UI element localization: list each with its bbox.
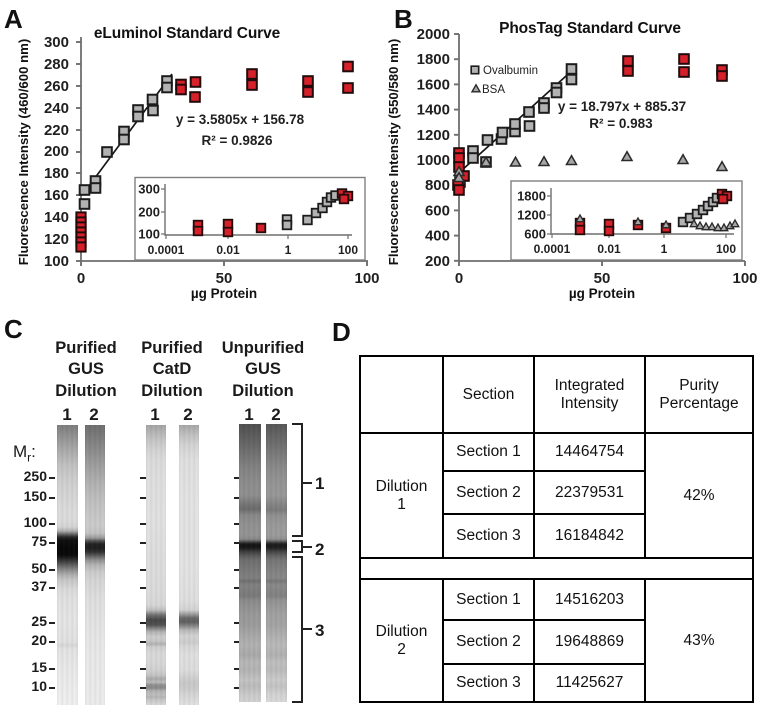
svg-text:B: B	[394, 4, 413, 34]
svg-text:R² = 0.983: R² = 0.983	[589, 116, 653, 131]
svg-text:100: 100	[732, 270, 757, 287]
svg-text:1000: 1000	[417, 152, 450, 169]
svg-text:0.01: 0.01	[216, 243, 240, 257]
svg-text:220: 220	[44, 122, 69, 139]
svg-text:120: 120	[44, 231, 69, 248]
svg-text:800: 800	[425, 177, 450, 194]
svg-text:R² = 0.9826: R² = 0.9826	[202, 133, 273, 148]
svg-text:400: 400	[425, 228, 450, 245]
svg-text:Fluorescence Intensity (460/60: Fluorescence Intensity (460/600 nm)	[16, 39, 31, 265]
svg-text:50: 50	[216, 270, 233, 287]
svg-text:600: 600	[425, 202, 450, 219]
svg-text:A: A	[4, 4, 23, 34]
svg-text:y = 3.5805x + 156.78: y = 3.5805x + 156.78	[176, 112, 305, 127]
svg-text:100: 100	[716, 242, 736, 256]
svg-text:300: 300	[44, 34, 69, 51]
svg-text:2000: 2000	[417, 26, 450, 43]
svg-text:50: 50	[594, 270, 611, 287]
svg-text:0: 0	[77, 270, 85, 287]
svg-text:100: 100	[138, 227, 160, 242]
svg-text:240: 240	[44, 100, 69, 117]
svg-text:µg Protein: µg Protein	[569, 286, 635, 301]
svg-text:200: 200	[425, 253, 450, 270]
svg-text:200: 200	[44, 143, 69, 160]
svg-text:300: 300	[138, 182, 160, 197]
svg-text:y = 18.797x + 885.37: y = 18.797x + 885.37	[558, 99, 686, 114]
svg-text:BSA: BSA	[482, 84, 505, 96]
svg-text:eLuminol Standard Curve: eLuminol Standard Curve	[94, 25, 281, 42]
svg-text:160: 160	[44, 187, 69, 204]
svg-text:280: 280	[44, 56, 69, 73]
svg-text:1800: 1800	[517, 189, 546, 204]
svg-text:1: 1	[661, 242, 668, 256]
svg-text:Fluorescence Intensity (550/58: Fluorescence Intensity (550/580 nm)	[386, 39, 401, 265]
svg-text:0: 0	[455, 270, 463, 287]
svg-text:180: 180	[44, 165, 69, 182]
svg-text:600: 600	[524, 227, 546, 242]
svg-text:0.0001: 0.0001	[148, 243, 185, 257]
svg-text:260: 260	[44, 78, 69, 95]
svg-text:1400: 1400	[417, 102, 450, 119]
svg-text:µg Protein: µg Protein	[191, 286, 257, 301]
svg-text:0.01: 0.01	[597, 242, 621, 256]
svg-text:1800: 1800	[417, 51, 450, 68]
svg-text:PhosTag Standard Curve: PhosTag Standard Curve	[499, 20, 681, 37]
svg-text:1600: 1600	[417, 76, 450, 93]
svg-text:100: 100	[44, 253, 69, 270]
svg-text:100: 100	[354, 270, 379, 287]
svg-text:Ovalbumin: Ovalbumin	[483, 65, 538, 77]
svg-text:200: 200	[138, 205, 160, 220]
svg-text:100: 100	[338, 243, 358, 257]
svg-text:140: 140	[44, 209, 69, 226]
svg-text:1200: 1200	[417, 127, 450, 144]
svg-text:1: 1	[285, 243, 292, 257]
svg-text:1200: 1200	[517, 208, 546, 223]
svg-text:0.0001: 0.0001	[534, 242, 571, 256]
